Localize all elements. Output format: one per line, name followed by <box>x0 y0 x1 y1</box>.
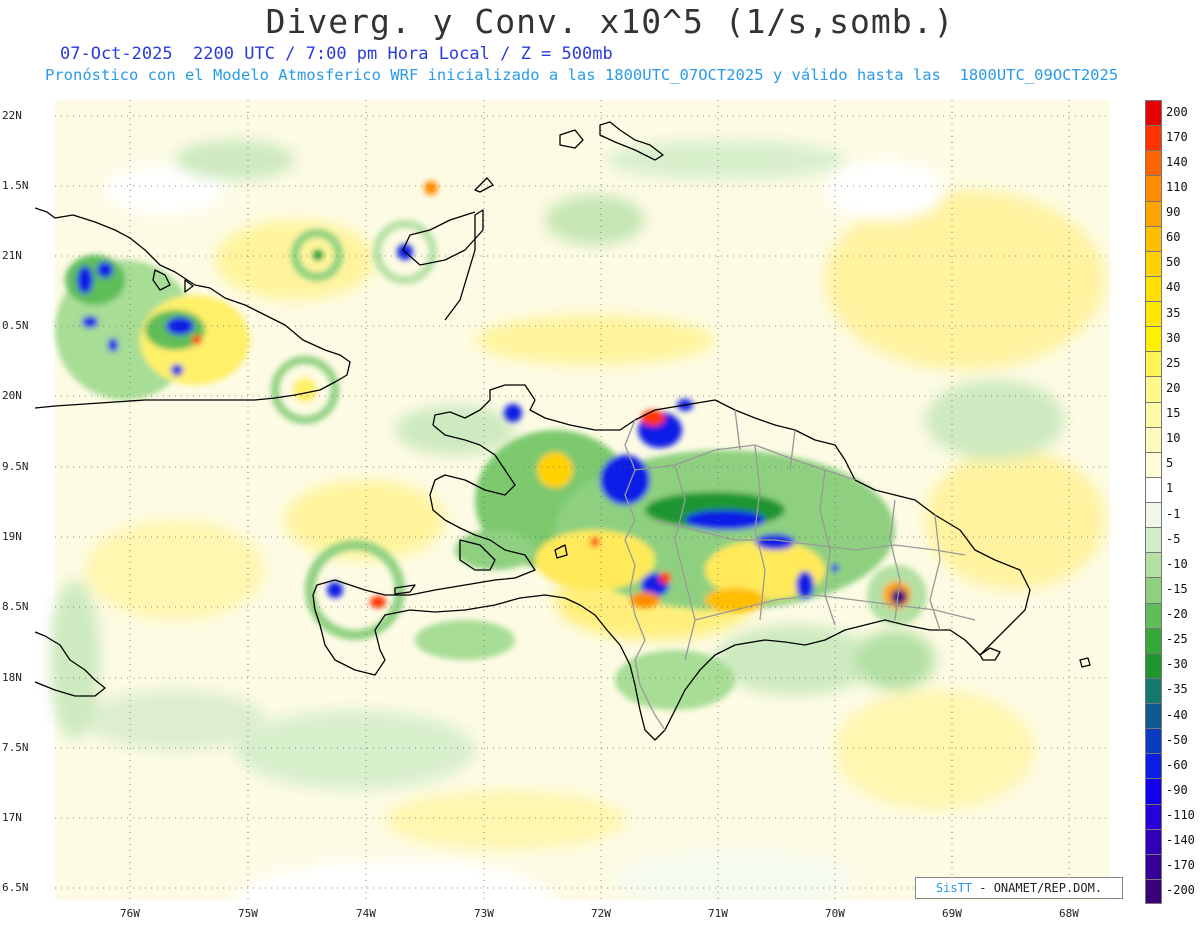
colorbar-label: 20 <box>1166 380 1181 395</box>
colorbar-swatch <box>1145 476 1162 502</box>
colorbar-swatch <box>1145 728 1162 754</box>
colorbar-label: 30 <box>1166 330 1181 345</box>
colorbar-label: -200 <box>1166 883 1195 898</box>
province-boundaries <box>624 409 976 731</box>
colorbar-swatch <box>1145 652 1162 678</box>
colorbar-swatch <box>1145 150 1162 176</box>
colorbar-label: -5 <box>1166 531 1181 546</box>
colorbar-label: -50 <box>1166 732 1188 747</box>
colorbar-swatch <box>1145 275 1162 301</box>
colorbar-swatch <box>1145 100 1162 126</box>
colorbar-swatch <box>1145 200 1162 226</box>
credit-brand: SisTT <box>935 881 973 895</box>
colorbar-swatch <box>1145 677 1162 703</box>
colorbar-swatch <box>1145 351 1162 377</box>
colorbar-swatch <box>1145 627 1162 653</box>
lon-label: 69W <box>942 907 962 920</box>
colorbar-label: -25 <box>1166 632 1188 647</box>
colorbar-swatch <box>1145 527 1162 553</box>
lat-label: 1.5N <box>2 179 29 192</box>
colorbar-label: 200 <box>1166 104 1188 119</box>
lon-label: 68W <box>1059 907 1079 920</box>
colorbar-label: 35 <box>1166 305 1181 320</box>
colorbar-label: 40 <box>1166 280 1181 295</box>
colorbar-swatch <box>1145 250 1162 276</box>
colorbar-label: 25 <box>1166 355 1181 370</box>
colorbar-label: -40 <box>1166 707 1188 722</box>
colorbar-swatch <box>1145 376 1162 402</box>
credit-box: SisTT - ONAMET/REP.DOM. <box>915 877 1123 899</box>
colorbar-swatch <box>1145 753 1162 779</box>
lon-label: 73W <box>474 907 494 920</box>
lat-label: 17N <box>2 811 22 824</box>
colorbar-label: 170 <box>1166 129 1188 144</box>
map-frame <box>34 100 1138 927</box>
colorbar-swatch <box>1145 401 1162 427</box>
colorbar-swatch <box>1145 225 1162 251</box>
colorbar-swatch <box>1145 502 1162 528</box>
colorbar-swatch <box>1145 426 1162 452</box>
colorbar-label: 60 <box>1166 230 1181 245</box>
colorbar-swatch <box>1145 577 1162 603</box>
colorbar-label: -1 <box>1166 506 1181 521</box>
lat-label: 20N <box>2 389 22 402</box>
colorbar <box>1145 100 1162 904</box>
colorbar-label: 15 <box>1166 406 1181 421</box>
lon-label: 72W <box>591 907 611 920</box>
colorbar-label: 10 <box>1166 431 1181 446</box>
colorbar-swatch <box>1145 853 1162 879</box>
colorbar-label: 50 <box>1166 255 1181 270</box>
colorbar-label: -60 <box>1166 757 1188 772</box>
colorbar-label: -170 <box>1166 858 1195 873</box>
colorbar-label: -110 <box>1166 808 1195 823</box>
colorbar-swatch <box>1145 326 1162 352</box>
convection-cells <box>55 181 927 710</box>
colorbar-label: -10 <box>1166 556 1188 571</box>
lat-label: 19N <box>2 530 22 543</box>
coastlines <box>34 121 1091 741</box>
colorbar-swatch <box>1145 451 1162 477</box>
colorbar-swatch <box>1145 828 1162 854</box>
colorbar-swatch <box>1145 301 1162 327</box>
colorbar-label: -20 <box>1166 607 1188 622</box>
graticule <box>55 100 1110 900</box>
lon-label: 71W <box>708 907 728 920</box>
colorbar-label: 90 <box>1166 205 1181 220</box>
colorbar-swatch <box>1145 803 1162 829</box>
lat-label: 0.5N <box>2 319 29 332</box>
lat-label: 21N <box>2 249 22 262</box>
colorbar-label: 1 <box>1166 481 1174 496</box>
lon-label: 76W <box>120 907 140 920</box>
colorbar-swatch <box>1145 703 1162 729</box>
lat-label: 8.5N <box>2 600 29 613</box>
credit-text: - ONAMET/REP.DOM. <box>972 881 1103 895</box>
colorbar-label: -90 <box>1166 782 1188 797</box>
colorbar-swatch <box>1145 125 1162 151</box>
colorbar-label: -140 <box>1166 833 1195 848</box>
colorbar-label: 140 <box>1166 154 1188 169</box>
colorbar-swatch <box>1145 878 1162 904</box>
lat-label: 7.5N <box>2 741 29 754</box>
lat-label: 18N <box>2 671 22 684</box>
colorbar-swatch <box>1145 552 1162 578</box>
colorbar-label: 110 <box>1166 179 1188 194</box>
map-plot <box>34 100 1138 927</box>
lat-label: 9.5N <box>2 460 29 473</box>
colorbar-label: -15 <box>1166 581 1188 596</box>
model-info-subtitle: Pronóstico con el Modelo Atmosferico WRF… <box>45 66 1119 84</box>
colorbar-swatch <box>1145 175 1162 201</box>
colorbar-label: -35 <box>1166 682 1188 697</box>
lat-label: 22N <box>2 109 22 122</box>
colorbar-swatch <box>1145 602 1162 628</box>
colorbar-label: 5 <box>1166 456 1174 471</box>
lat-label: 6.5N <box>2 881 29 894</box>
colorbar-label: -30 <box>1166 657 1188 672</box>
colorbar-swatch <box>1145 778 1162 804</box>
lon-label: 70W <box>825 907 845 920</box>
valid-time-subtitle: 07-Oct-2025 2200 UTC / 7:00 pm Hora Loca… <box>60 44 613 64</box>
lon-label: 75W <box>238 907 258 920</box>
chart-title: Diverg. y Conv. x10^5 (1/s,somb.) <box>265 2 955 41</box>
lon-label: 74W <box>356 907 376 920</box>
